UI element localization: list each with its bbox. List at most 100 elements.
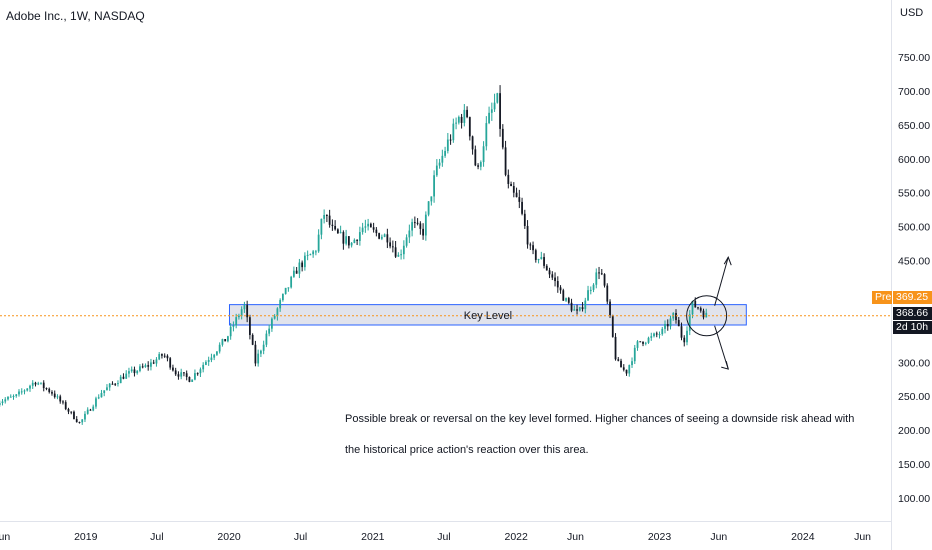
x-tick-label: Jul — [294, 531, 307, 543]
candle-up — [216, 351, 218, 355]
candle-down — [34, 382, 37, 385]
candle-up — [430, 196, 433, 202]
candle-up — [202, 364, 205, 370]
candle-down — [413, 222, 416, 224]
candle-up — [180, 372, 183, 377]
candle-up — [463, 109, 466, 123]
candle-up — [139, 366, 141, 371]
x-tick-label: 2023 — [648, 531, 672, 543]
candle-up — [691, 301, 694, 315]
candle-down — [42, 382, 45, 389]
candle-down — [570, 302, 573, 311]
candle-down — [521, 201, 523, 214]
candle-down — [545, 265, 548, 271]
candle-down — [331, 224, 334, 226]
focus-circle — [686, 295, 728, 337]
candle-down — [471, 136, 474, 150]
candle-up — [353, 239, 356, 243]
candle-down — [111, 383, 114, 385]
y-tick-label: 700.00 — [898, 86, 930, 98]
candle-down — [174, 370, 177, 375]
candle-down — [510, 183, 512, 187]
candle-up — [194, 373, 196, 380]
y-tick-label: 500.00 — [898, 222, 930, 234]
candle-down — [518, 197, 521, 202]
candle-down — [598, 272, 600, 274]
x-tick-label: 2021 — [361, 531, 385, 543]
candle-up — [84, 413, 86, 420]
candle-down — [554, 277, 556, 282]
candle-up — [108, 383, 111, 388]
analysis-note-line2: the historical price action's reaction o… — [345, 444, 589, 456]
candle-up — [243, 305, 246, 310]
candle-up — [565, 298, 567, 301]
candle-up — [221, 339, 224, 345]
candle-down — [611, 315, 614, 337]
candle-down — [48, 388, 51, 393]
candle-up — [488, 112, 490, 124]
candle-up — [309, 254, 312, 256]
candle-down — [419, 223, 422, 229]
candle-up — [271, 318, 273, 329]
x-tick-label: Jun — [0, 531, 10, 543]
candle-up — [339, 232, 342, 234]
x-tick-label: Jul — [437, 531, 450, 543]
candle-down — [161, 354, 163, 356]
candle-up — [455, 122, 457, 124]
candle-up — [117, 383, 119, 385]
candle-up — [18, 391, 20, 395]
candle-down — [474, 149, 477, 166]
candle-up — [0, 402, 1, 406]
candle-down — [169, 358, 172, 368]
candle-down — [246, 305, 249, 318]
candle-up — [103, 390, 106, 394]
key-level-zone — [228, 304, 747, 326]
candle-up — [573, 309, 576, 311]
candle-up — [81, 419, 84, 423]
candle-up — [15, 394, 18, 396]
candle-up — [647, 337, 650, 343]
candle-up — [345, 236, 348, 244]
candle-down — [183, 372, 185, 374]
candle-down — [609, 301, 611, 316]
candle-up — [405, 237, 408, 246]
candle-up — [314, 251, 317, 253]
upside-arrow-head — [723, 255, 732, 266]
candle-down — [342, 232, 345, 244]
candle-up — [493, 102, 496, 110]
candle-up — [457, 116, 460, 123]
candle-up — [125, 373, 128, 379]
candle-down — [625, 369, 628, 374]
analysis-note-line1: Possible break or reversal on the key le… — [345, 413, 855, 425]
candle-down — [515, 192, 518, 198]
candle-up — [402, 245, 405, 255]
candle-down — [389, 242, 392, 247]
candle-up — [664, 324, 666, 329]
candle-up — [686, 330, 688, 343]
candle-down — [466, 109, 468, 118]
candle-up — [128, 371, 130, 374]
candle-down — [501, 128, 504, 148]
candle-down — [372, 227, 375, 230]
candle-down — [67, 409, 70, 412]
candle-down — [166, 355, 169, 359]
candle-down — [185, 373, 188, 377]
candle-up — [150, 362, 152, 367]
candle-up — [631, 361, 633, 366]
candle-up — [100, 393, 103, 398]
candle-down — [683, 337, 686, 343]
y-tick-label: 200.00 — [898, 425, 930, 437]
candle-down — [59, 396, 62, 402]
candle-down — [51, 392, 53, 394]
candle-up — [210, 357, 213, 361]
y-tick-label: 250.00 — [898, 391, 930, 403]
candle-down — [603, 274, 606, 286]
candle-up — [40, 382, 42, 384]
candle-up — [276, 308, 279, 317]
candle-up — [587, 290, 589, 301]
candle-up — [287, 287, 290, 289]
candle-down — [78, 422, 81, 424]
candle-up — [31, 382, 34, 386]
